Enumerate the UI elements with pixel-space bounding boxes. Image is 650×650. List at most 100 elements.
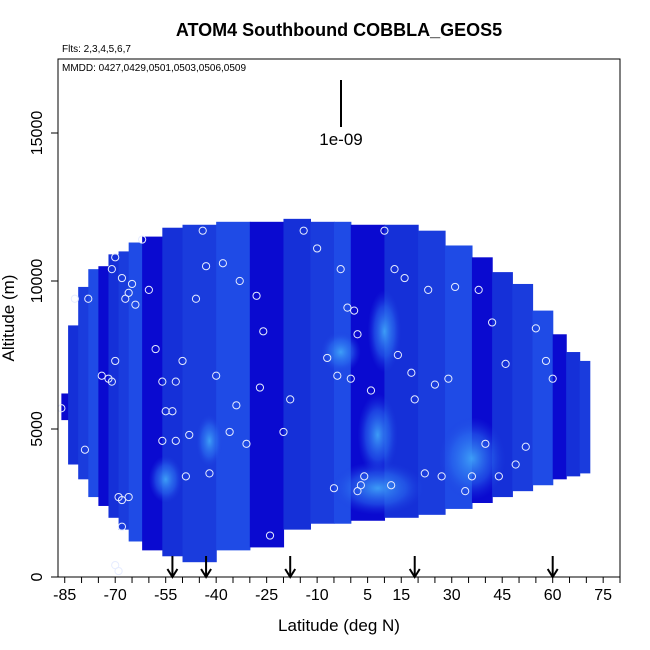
sample-point xyxy=(531,324,540,333)
sample-point xyxy=(225,427,234,437)
sample-point xyxy=(158,377,167,386)
field-column xyxy=(512,283,534,492)
sample-point xyxy=(366,386,376,395)
profile-arrows xyxy=(166,556,559,579)
sample-point xyxy=(336,265,345,274)
sample-point xyxy=(114,566,123,576)
field-column xyxy=(68,325,79,465)
enhancement-blob xyxy=(195,414,223,468)
sample-point xyxy=(350,306,359,315)
sample-points xyxy=(58,226,557,576)
sample-point xyxy=(356,481,365,490)
sample-point xyxy=(323,353,332,363)
x-tick-label: -85 xyxy=(53,587,76,604)
field-column xyxy=(142,236,163,551)
sample-point xyxy=(171,436,180,445)
x-tick-label: 5 xyxy=(363,587,372,604)
sample-point xyxy=(252,291,261,300)
sample-point xyxy=(265,531,275,540)
plot-frame xyxy=(57,58,621,578)
x-tick-label: 45 xyxy=(493,587,511,604)
sample-point xyxy=(521,442,530,451)
sample-point xyxy=(259,327,268,336)
field-column xyxy=(88,269,99,498)
field-column xyxy=(108,254,120,518)
sample-point xyxy=(58,404,66,413)
sample-point xyxy=(80,445,90,454)
y-axis-label: Altitude (m) xyxy=(0,275,18,362)
enhancement-blob xyxy=(438,417,506,501)
arrow-head xyxy=(284,568,297,579)
x-axis: -85 -70 -55 -40 -25 -10 5 15 30 45 60 75 xyxy=(53,577,621,604)
sample-point xyxy=(158,436,167,445)
field-column xyxy=(128,242,143,542)
field-column xyxy=(579,360,591,474)
x-tick-label: 15 xyxy=(392,587,410,604)
profile-arrow xyxy=(166,556,179,579)
sample-point xyxy=(474,285,483,294)
sample-point xyxy=(393,350,402,360)
sample-point xyxy=(191,294,201,303)
sample-point xyxy=(511,460,520,469)
sample-point xyxy=(461,487,470,496)
sample-point xyxy=(444,374,453,383)
sample-point xyxy=(420,469,429,478)
sample-point xyxy=(131,300,140,309)
sample-point xyxy=(235,276,244,286)
sample-point xyxy=(138,235,147,244)
enhancement-blob xyxy=(148,455,183,503)
sample-point xyxy=(212,371,221,380)
enhancement-blob xyxy=(320,331,361,373)
sample-point xyxy=(380,226,389,235)
sample-point xyxy=(451,282,460,292)
enhancement-field xyxy=(148,289,506,515)
sample-point xyxy=(107,265,116,274)
sample-point xyxy=(424,285,433,294)
sample-point xyxy=(255,383,265,392)
sample-point xyxy=(185,430,194,440)
sample-point xyxy=(407,368,416,377)
sample-point xyxy=(181,472,190,481)
field-column xyxy=(552,334,567,480)
sample-point xyxy=(400,273,409,283)
profile-arrow xyxy=(284,556,297,579)
sample-point xyxy=(410,395,419,404)
sample-point xyxy=(548,374,557,383)
y-tick-label: 10000 xyxy=(29,259,46,304)
field-column xyxy=(216,221,251,551)
sample-point xyxy=(313,244,322,253)
y-tick-label: 0 xyxy=(29,572,46,581)
sample-point xyxy=(279,427,288,437)
sample-point xyxy=(390,265,399,274)
sample-point xyxy=(387,481,396,490)
field-column xyxy=(182,224,217,563)
x-tick-label: -55 xyxy=(154,587,177,604)
sample-point xyxy=(124,492,133,502)
sample-point xyxy=(360,472,369,481)
y-axis: 0 5000 10000 15000 xyxy=(29,111,58,581)
x-tick-label: -25 xyxy=(255,587,278,604)
concentration-field xyxy=(61,218,591,563)
field-column xyxy=(310,221,335,524)
sample-point xyxy=(481,439,490,448)
sample-point xyxy=(111,253,120,262)
sample-point xyxy=(232,401,241,410)
x-axis-label: Latitude (deg N) xyxy=(278,616,400,635)
sample-point xyxy=(541,356,551,366)
sample-point xyxy=(467,472,477,481)
enhancement-blob xyxy=(330,461,425,515)
enhancement-blob xyxy=(357,393,398,477)
sample-point xyxy=(107,377,116,386)
sample-point xyxy=(343,303,352,312)
x-tick-label: -10 xyxy=(306,587,329,604)
sample-point xyxy=(488,318,497,327)
sample-point xyxy=(117,495,127,505)
x-tick-label: -40 xyxy=(205,587,228,604)
field-column xyxy=(333,221,352,524)
sample-point xyxy=(329,484,339,493)
field-column xyxy=(98,266,110,506)
sample-point xyxy=(111,356,120,366)
sample-point xyxy=(178,356,187,366)
field-column xyxy=(249,221,285,548)
